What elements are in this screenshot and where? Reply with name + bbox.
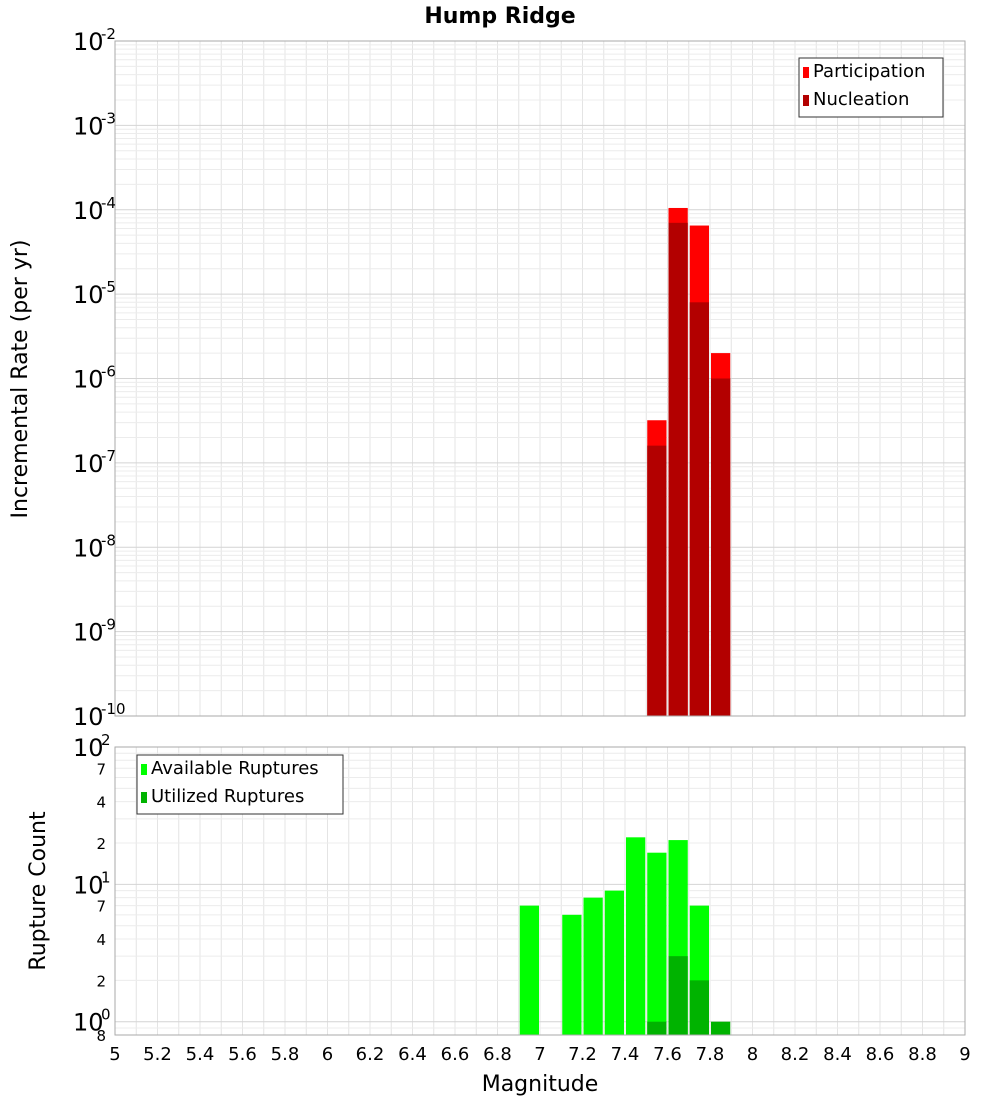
bottom-y-minor-label: 7 <box>96 760 106 778</box>
bottom-y-tick-label: 10 <box>73 1009 104 1037</box>
bottom-y-minor-label: 4 <box>96 931 106 949</box>
bottom-legend-swatch <box>141 764 147 775</box>
top-gridlines <box>114 40 966 717</box>
bottom-x-tick-label: 7.2 <box>568 1044 597 1065</box>
bottom-x-tick-label: 7.8 <box>696 1044 725 1065</box>
top-legend-label: Nucleation <box>813 89 909 110</box>
bottom-bar <box>647 1021 667 1035</box>
top-y-tick-label: 10 <box>73 703 104 731</box>
bottom-y-tick-label: 10 <box>73 734 104 762</box>
top-legend-swatch <box>803 67 809 78</box>
bottom-x-tick-label: 6 <box>322 1044 333 1065</box>
top-y-axis-title: Incremental Rate (per yr) <box>8 240 33 519</box>
bottom-legend-swatch <box>141 792 147 803</box>
bottom-x-tick-label: 8.8 <box>908 1044 937 1065</box>
bottom-x-tick-label: 6.6 <box>441 1044 470 1065</box>
top-y-tick-label: 10 <box>73 112 104 140</box>
bottom-x-tick-label: 6.8 <box>483 1044 512 1065</box>
top-y-tick-exponent: -5 <box>101 278 116 296</box>
top-bar <box>668 222 688 716</box>
bottom-bar <box>711 1021 731 1035</box>
bottom-x-tick-label: 8.4 <box>823 1044 852 1065</box>
top-y-tick-exponent: -4 <box>101 194 116 212</box>
bottom-plot-border <box>114 746 966 1036</box>
bottom-y-tick-exponent: 1 <box>101 868 111 886</box>
rate-plot: 10-1010-910-810-710-610-510-410-310-2Par… <box>73 25 966 731</box>
bottom-y-minor-label: 2 <box>96 972 106 990</box>
top-y-tick-label: 10 <box>73 197 104 225</box>
top-bar <box>647 445 667 716</box>
bottom-y-axis-title: Rupture Count <box>26 811 51 971</box>
top-legend-box <box>798 57 944 118</box>
top-y-tick-label: 10 <box>73 281 104 309</box>
top-plot-border <box>114 40 966 717</box>
top-y-tick-exponent: -9 <box>101 616 116 634</box>
bottom-legend: Available Ruptures Utilized Ruptures <box>136 754 344 815</box>
top-legend-label: Participation <box>813 61 925 82</box>
top-y-tick-label: 10 <box>73 366 104 394</box>
top-y-tick-label: 10 <box>73 28 104 56</box>
bottom-y-minor-label: 8 <box>96 1027 106 1045</box>
bottom-x-tick-label: 9 <box>959 1044 970 1065</box>
top-bar <box>711 378 731 716</box>
top-bar <box>689 302 709 716</box>
top-y-tick-label: 10 <box>73 450 104 478</box>
top-y-tick-exponent: -6 <box>101 363 116 381</box>
x-axis-title: Magnitude <box>482 1072 599 1097</box>
top-legend: Participation Nucleation <box>798 57 944 118</box>
top-y-tick-exponent: -7 <box>101 447 116 465</box>
bottom-x-tick-label: 7 <box>534 1044 545 1065</box>
bottom-x-tick-label: 8.2 <box>781 1044 810 1065</box>
bottom-x-tick-label: 5.2 <box>143 1044 172 1065</box>
bottom-x-tick-label: 5.8 <box>271 1044 300 1065</box>
bottom-x-tick-label: 5 <box>109 1044 120 1065</box>
bottom-x-tick-label: 8.6 <box>866 1044 895 1065</box>
bottom-bar <box>668 956 688 1035</box>
bottom-bar <box>626 837 646 1035</box>
bottom-legend-box <box>136 754 344 815</box>
bottom-series-2 <box>647 956 731 1035</box>
top-series-2 <box>647 222 731 716</box>
top-y-tick-label: 10 <box>73 619 104 647</box>
top-y-tick-exponent: -10 <box>101 700 126 718</box>
bottom-x-tick-label: 6.4 <box>398 1044 427 1065</box>
bottom-x-tick-label: 7.6 <box>653 1044 682 1065</box>
bottom-x-tick-label: 5.6 <box>228 1044 257 1065</box>
bottom-bar <box>519 905 539 1035</box>
bottom-x-tick-label: 5.4 <box>186 1044 215 1065</box>
bottom-y-tick-exponent: 2 <box>101 731 111 749</box>
bottom-x-tick-label: 7.4 <box>611 1044 640 1065</box>
bottom-x-tick-label: 8 <box>747 1044 758 1065</box>
bottom-bar <box>604 890 624 1035</box>
bottom-x-tick-label: 6.2 <box>356 1044 385 1065</box>
bottom-bar <box>689 980 709 1035</box>
bottom-y-minor-label: 2 <box>96 835 106 853</box>
bottom-y-tick-label: 10 <box>73 871 104 899</box>
bottom-y-minor-label: 7 <box>96 898 106 916</box>
chart-title: Hump Ridge <box>424 4 575 29</box>
top-legend-swatch <box>803 95 809 106</box>
top-y-tick-exponent: -3 <box>101 109 116 127</box>
top-y-tick-exponent: -2 <box>101 25 116 43</box>
top-y-tick-exponent: -8 <box>101 531 116 549</box>
bottom-bar <box>583 897 603 1035</box>
bottom-legend-label: Utilized Ruptures <box>151 786 304 807</box>
top-y-tick-label: 10 <box>73 534 104 562</box>
bottom-bar <box>562 914 582 1035</box>
bottom-legend-label: Available Ruptures <box>151 758 319 779</box>
bottom-y-minor-label: 4 <box>96 794 106 812</box>
bottom-y-tick-exponent: 0 <box>101 1006 111 1024</box>
bottom-bar <box>647 852 667 1035</box>
